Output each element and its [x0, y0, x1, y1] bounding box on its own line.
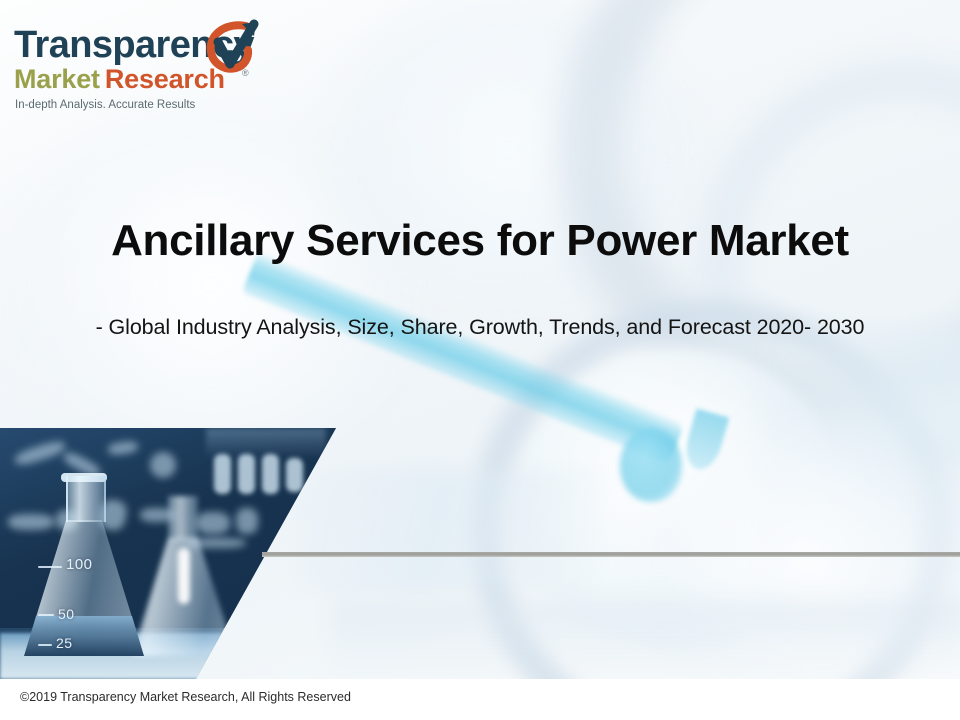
logo-word-market: Market	[14, 64, 100, 94]
lab-blur-detail	[236, 508, 258, 534]
graduation-label-25: 25	[56, 635, 73, 651]
secondary-flask-icon	[128, 496, 240, 656]
graduation-tick	[38, 566, 62, 568]
registered-trademark-icon: ®	[242, 68, 249, 78]
footer-copyright: ©2019 Transparency Market Research, All …	[20, 690, 351, 704]
background-shadow	[330, 600, 960, 679]
company-logo[interactable]: Transparency Market Research In-depth Ana…	[10, 19, 270, 124]
graduation-label-50: 50	[58, 606, 75, 622]
flask-neck	[66, 476, 106, 522]
lab-blur-detail	[150, 452, 176, 478]
footer-bar	[0, 679, 960, 720]
flask-highlight	[178, 548, 190, 604]
test-tube-rack-icon	[206, 428, 326, 458]
test-tube-icon	[286, 458, 303, 492]
primary-flask-icon	[20, 473, 148, 656]
graduation-tick	[38, 644, 52, 646]
lab-blur-detail	[8, 514, 54, 530]
lab-blur-detail	[140, 508, 174, 522]
horizontal-divider	[262, 552, 960, 557]
graduation-tick	[38, 614, 54, 616]
background-glass-streak	[300, 470, 600, 590]
liquid-droplet-icon	[620, 428, 682, 502]
test-tube-icon	[262, 454, 279, 494]
flask-liquid	[24, 616, 144, 656]
test-tube-icon	[238, 454, 255, 494]
page-subtitle: - Global Industry Analysis, Size, Share,…	[95, 315, 865, 339]
logo-word-line2: Market Research	[14, 64, 225, 95]
lab-blur-detail	[196, 512, 230, 534]
page-title: Ancillary Services for Power Market	[111, 216, 849, 265]
checkmark-arrow-icon	[202, 16, 264, 78]
test-tube-icon	[214, 454, 231, 494]
background-photo	[0, 0, 960, 679]
graduation-label-100: 100	[66, 556, 93, 573]
logo-tagline: In-depth Analysis. Accurate Results	[15, 99, 196, 111]
logo-word-research: Research	[104, 64, 225, 94]
flask-neck	[168, 496, 198, 540]
lab-blur-detail	[186, 538, 246, 548]
